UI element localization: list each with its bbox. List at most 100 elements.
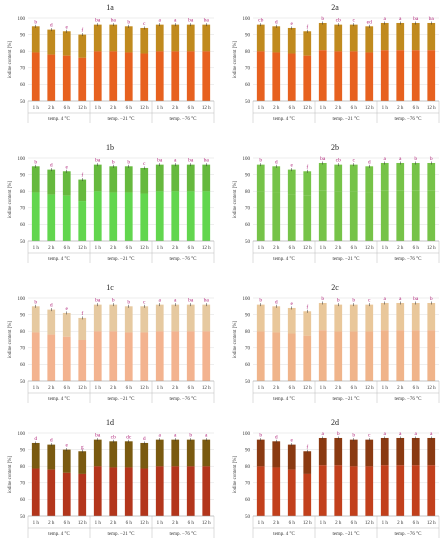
x-tick-label: 1 h (320, 246, 327, 251)
x-tick-label: 12 h (365, 246, 374, 251)
bar (318, 302, 327, 331)
bar (109, 24, 118, 52)
y-tick-label: 70 (245, 67, 251, 72)
bar (62, 449, 71, 473)
y-tick-label: 90 (20, 173, 26, 178)
bar (109, 166, 118, 193)
bar-lower (303, 335, 312, 381)
bar (186, 439, 195, 467)
panel-title: 1a (106, 3, 114, 12)
bar-lower (256, 466, 265, 516)
bar-lower (365, 466, 374, 516)
bar (31, 442, 40, 469)
y-tick-label: 100 (18, 157, 26, 162)
x-tick-label: 2 h (335, 521, 342, 526)
bar-lower (47, 334, 56, 381)
bar-lower (140, 193, 149, 241)
group-label: temp. −21 °C (108, 117, 136, 122)
bar-lower (31, 468, 40, 516)
y-tick-label: 70 (20, 207, 26, 212)
bar (318, 437, 327, 466)
y-tick-label: 50 (20, 515, 26, 520)
x-tick-label: 1 h (320, 521, 327, 526)
significance-letter: f (81, 27, 83, 34)
chart-panel-2c: 2c 100 90 80 70 60 50 iodine content [%] b 1 h d 2 … (233, 283, 440, 403)
significance-letter: ba (204, 18, 210, 24)
bar-lower (287, 469, 296, 516)
x-tick-label: 2 h (110, 386, 117, 391)
x-tick-label: 12 h (140, 246, 149, 251)
significance-letter: g (81, 444, 84, 450)
y-tick-label: 60 (20, 83, 26, 88)
bar-lower (272, 467, 281, 516)
y-tick-label: 50 (245, 240, 251, 245)
bar (256, 439, 265, 467)
bar-lower (62, 195, 71, 241)
y-tick-label: 80 (20, 465, 26, 470)
bar-lower (186, 191, 195, 241)
x-tick-label: 2 h (110, 521, 117, 526)
bar (124, 306, 133, 333)
bar (334, 164, 343, 192)
significance-letter: f (306, 303, 308, 310)
bar-lower (47, 54, 56, 101)
group-label: temp. −76 °C (395, 532, 423, 537)
x-tick-label: 6 h (413, 386, 420, 391)
x-tick-label: 12 h (78, 106, 87, 111)
bar (155, 439, 164, 467)
significance-letter: b (352, 298, 355, 304)
bar (124, 166, 133, 193)
bar (47, 169, 56, 195)
group-label: temp. −21 °C (333, 397, 361, 402)
bar-lower (202, 51, 211, 101)
x-tick-label: 6 h (351, 106, 358, 111)
y-tick-label: 90 (245, 173, 251, 178)
significance-letter: a (430, 431, 433, 437)
significance-letter: a (174, 298, 177, 304)
y-tick-label: 80 (20, 190, 26, 195)
significance-letter: b (127, 19, 130, 25)
y-axis-label: iodine content [%] (8, 181, 13, 219)
bar-lower (318, 330, 327, 381)
panel-title: 1c (106, 283, 114, 292)
bar-lower (411, 330, 420, 381)
x-tick-label: 12 h (202, 106, 211, 111)
bar (411, 302, 420, 331)
x-tick-label: 1 h (157, 521, 164, 526)
significance-letter: f (306, 443, 308, 450)
significance-letter: cb (111, 434, 116, 440)
bar (380, 162, 389, 191)
x-tick-label: 6 h (188, 246, 195, 251)
significance-letter: ba (188, 18, 194, 24)
bar (93, 164, 102, 192)
bar-lower (78, 57, 87, 101)
bar (31, 166, 40, 193)
group-label: temp. 4 °C (273, 397, 295, 402)
x-tick-label: 2 h (273, 521, 280, 526)
bar (272, 166, 281, 193)
x-tick-label: 1 h (382, 106, 389, 111)
y-axis-label: iodine content [%] (233, 181, 238, 219)
bar-lower (427, 190, 436, 241)
bar (93, 24, 102, 52)
bar-lower (47, 194, 56, 241)
bar-lower (303, 55, 312, 101)
chart-panel-2d: 2d 100 90 80 70 60 50 iodine content [%] b 1 h d 2 … (233, 418, 440, 538)
significance-letter: c (368, 298, 371, 304)
bar-lower (380, 50, 389, 101)
bar (171, 24, 180, 52)
bar (303, 311, 312, 336)
chart-panel-1b: 1b 100 90 80 70 60 50 iodine content [%] b 1 h d 2 … (8, 143, 215, 263)
bar (124, 26, 133, 53)
x-tick-label: 2 h (397, 246, 404, 251)
y-tick-label: 80 (245, 330, 251, 335)
panel-title: 2d (331, 418, 339, 427)
bar (303, 31, 312, 56)
bar (62, 171, 71, 196)
x-tick-label: 2 h (397, 386, 404, 391)
panel-title: 2a (331, 3, 339, 12)
x-tick-label: 1 h (157, 386, 164, 391)
bar (109, 441, 118, 468)
y-tick-label: 50 (20, 100, 26, 105)
